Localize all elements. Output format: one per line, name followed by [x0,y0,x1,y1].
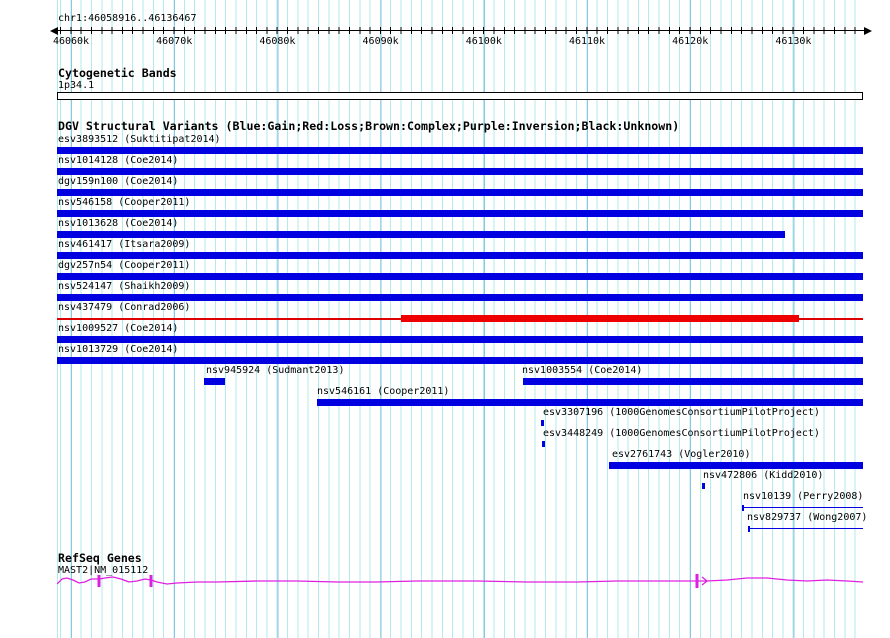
gene-label[interactable]: MAST2|NM_015112 [58,565,149,576]
variant-bar[interactable] [542,441,545,447]
variant-label[interactable]: nsv1003554 (Coe2014) [522,365,643,376]
variant-label[interactable]: nsv10139 (Perry2008) [743,491,864,502]
axis-tick-label: 46080k [259,36,296,47]
variant-label[interactable]: dgv159n100 (Coe2014) [58,176,179,187]
refseq-section-title: RefSeq Genes [58,551,142,565]
variant-bar[interactable] [57,147,863,154]
axis-tick-label: 46130k [775,36,812,47]
variant-label[interactable]: nsv1013729 (Coe2014) [58,344,179,355]
variant-bar[interactable] [57,294,863,301]
axis-tick-label: 46110k [568,36,606,47]
ruler-right-arrow-icon [864,27,872,35]
cytoband-bar[interactable] [57,92,863,100]
variant-label[interactable]: nsv524147 (Shaikh2009) [58,281,191,292]
variant-bar[interactable] [57,252,863,259]
variant-label[interactable]: nsv546161 (Cooper2011) [317,386,450,397]
dgv-section-title: DGV Structural Variants (Blue:Gain;Red:L… [58,119,680,133]
variant-bar[interactable] [317,399,863,406]
cytogenetic-section-title: Cytogenetic Bands [58,66,177,80]
axis-tick-label: 46060k [52,36,90,47]
axis-tick-label: 46120k [672,36,709,47]
variant-label[interactable]: esv3448249 (1000GenomesConsortiumPilotPr… [543,428,820,439]
variant-label[interactable]: nsv945924 (Sudmant2013) [206,365,345,376]
variant-label[interactable]: nsv546158 (Cooper2011) [58,197,191,208]
variant-bar[interactable] [57,357,863,364]
axis-tick-label: 46090k [362,36,399,47]
variant-label[interactable]: nsv461417 (Itsara2009) [58,239,191,250]
gene-intron-line [57,576,864,585]
gene-direction-arrow-icon [701,576,709,586]
variant-bar[interactable] [702,483,705,489]
variant-bar[interactable] [57,231,785,238]
cytoband-label: 1p34.1 [58,80,95,91]
variant-breakpoint-tick [742,505,744,511]
variant-breakpoint-tick [748,526,750,532]
variant-bar[interactable] [541,420,544,426]
variant-bar[interactable] [742,507,863,508]
variant-label[interactable]: esv2761743 (Vogler2010) [612,449,751,460]
variant-label[interactable]: nsv1014128 (Coe2014) [58,155,179,166]
variant-bar[interactable] [57,168,863,175]
variant-label[interactable]: nsv1013628 (Coe2014) [58,218,179,229]
axis-tick-label: 46100k [465,36,502,47]
variant-bar[interactable] [57,273,863,280]
variant-bar[interactable] [57,336,863,343]
gene-model[interactable] [57,569,865,595]
variant-bar[interactable] [748,528,863,529]
axis-tick-label: 46070k [156,36,193,47]
region-title: chr1:46058916..46136467 [58,13,197,24]
variant-bar[interactable] [57,189,863,196]
variant-bar[interactable] [401,315,799,322]
variant-label[interactable]: esv3307196 (1000GenomesConsortiumPilotPr… [543,407,820,418]
variant-label[interactable]: esv3893512 (Suktitipat2014) [58,134,221,145]
variant-label[interactable]: dgv257n54 (Cooper2011) [58,260,191,271]
ruler-left-arrow-icon [50,27,58,35]
ruler-ticks [60,27,864,34]
variant-bar[interactable] [523,378,863,385]
variant-bar[interactable] [609,462,863,469]
variant-bar[interactable] [57,210,863,217]
variant-bar[interactable] [204,378,225,385]
variant-label[interactable]: nsv472806 (Kidd2010) [703,470,824,481]
variant-label[interactable]: nsv437479 (Conrad2006) [58,302,191,313]
variant-label[interactable]: nsv829737 (Wong2007) [747,512,868,523]
variant-label[interactable]: nsv1009527 (Coe2014) [58,323,179,334]
